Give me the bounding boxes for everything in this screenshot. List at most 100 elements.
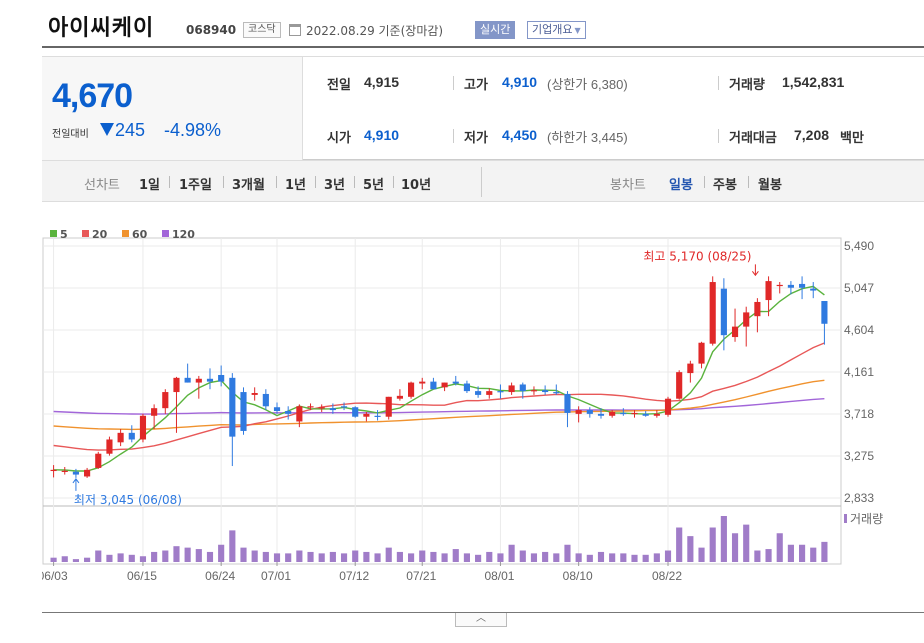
period-separator xyxy=(315,176,316,188)
legend-label: 20 xyxy=(92,228,108,241)
volume-bar xyxy=(720,516,727,562)
x-tick-label: 08/22 xyxy=(652,569,682,583)
y-tick-label: 5,047 xyxy=(844,281,874,295)
header-divider xyxy=(42,46,924,48)
ma60-line xyxy=(53,379,825,431)
price-chart[interactable]: 5,490 5,047 4,604 4,161 3,718 3,275 2,833 06/03… xyxy=(42,202,924,643)
period-divider xyxy=(481,167,482,197)
annotation-high-arrowhead xyxy=(751,271,759,277)
candle-body xyxy=(318,407,325,409)
legend-label: 5 xyxy=(60,228,68,241)
candle-monthly[interactable]: 월봉 xyxy=(758,178,782,193)
candle-weekly[interactable]: 주봉 xyxy=(713,178,737,193)
candle-body xyxy=(363,413,370,417)
volume-bar xyxy=(631,554,638,562)
chevron-down-icon: ▼ xyxy=(574,26,581,35)
period-3y[interactable]: 3년 xyxy=(324,178,346,193)
candle-body xyxy=(50,469,57,472)
annotation-low-arrowhead xyxy=(72,478,80,484)
volume-bar xyxy=(128,554,135,562)
calendar-icon xyxy=(289,24,301,36)
candle-body xyxy=(698,342,705,364)
volume-bar xyxy=(597,551,605,562)
volume-bar xyxy=(329,551,336,562)
volume-bar xyxy=(486,551,493,562)
stock-header: 아이씨케이 068940 코스닥 2022.08.29 기준(장마감) 실시간 … xyxy=(0,0,924,44)
volume-bar xyxy=(564,544,571,562)
volume-bar xyxy=(620,553,627,562)
x-tick-label: 08/10 xyxy=(563,569,593,583)
candle-body xyxy=(195,378,202,383)
legend-label: 60 xyxy=(132,228,148,241)
period-separator xyxy=(276,176,277,188)
price-box: 4,670 전일대비 245 -4.98% xyxy=(42,57,303,160)
candle-body xyxy=(340,406,348,408)
candle-body xyxy=(497,391,504,393)
volume-legend-swatch xyxy=(844,514,847,523)
y-tick-label: 4,604 xyxy=(844,323,874,337)
candle-daily[interactable]: 일봉 xyxy=(669,178,693,193)
candle-body xyxy=(765,281,772,301)
volume-bar xyxy=(61,556,68,562)
change-value: 245 xyxy=(115,120,146,140)
candle-body xyxy=(396,395,403,399)
candle-body xyxy=(251,393,258,395)
candle-body xyxy=(754,301,761,317)
quote-separator xyxy=(453,76,454,90)
candle-body xyxy=(553,392,560,394)
lower-limit: (하한가 3,445) xyxy=(547,130,628,145)
current-price: 4,670 xyxy=(52,77,133,115)
candle-body xyxy=(687,363,694,374)
volume-bar xyxy=(810,547,817,562)
volume-bar xyxy=(776,533,783,562)
y-tick-label: 3,275 xyxy=(844,449,874,463)
volume-bar xyxy=(218,544,225,562)
volume-bar xyxy=(285,553,292,562)
ma20-line xyxy=(53,342,825,451)
volume-bar xyxy=(273,553,281,562)
candle-body xyxy=(586,410,593,414)
candle-body xyxy=(653,413,660,416)
candle-body xyxy=(173,377,180,393)
period-5y[interactable]: 5년 xyxy=(363,178,385,193)
candle-body xyxy=(419,381,426,384)
period-separator xyxy=(393,176,394,188)
candle-body xyxy=(720,288,727,336)
volume-bar xyxy=(586,554,593,562)
volume-bar xyxy=(787,544,794,562)
legend-label: 120 xyxy=(172,228,195,241)
period-1w[interactable]: 1주일 xyxy=(179,178,212,193)
candle-body xyxy=(508,385,515,393)
candle-body xyxy=(486,391,493,395)
period-1y[interactable]: 1년 xyxy=(285,178,307,193)
market-badge: 코스닥 xyxy=(243,22,281,38)
volume-bar xyxy=(363,551,370,562)
volume-bar xyxy=(463,553,471,562)
candle-body xyxy=(519,384,526,392)
legend-swatch xyxy=(50,230,57,237)
volume-bar xyxy=(676,527,683,562)
candle-body xyxy=(240,392,247,431)
candle-body xyxy=(95,453,102,468)
change-percent: -4.98% xyxy=(164,120,222,140)
period-separator xyxy=(748,176,749,188)
volume-bar xyxy=(475,554,482,562)
candle-body xyxy=(798,283,806,288)
upper-limit: (상한가 6,380) xyxy=(547,77,628,92)
stock-name: 아이씨케이 xyxy=(48,16,155,41)
volume-value: 1,542,831 xyxy=(782,74,845,90)
volume-bar xyxy=(553,553,560,562)
period-1d[interactable]: 1일 xyxy=(139,178,161,193)
volume-bar xyxy=(542,551,549,562)
company-overview-button[interactable]: 기업개요 ▼ xyxy=(527,21,586,39)
realtime-button[interactable]: 실시간 xyxy=(475,21,516,39)
period-10y[interactable]: 10년 xyxy=(401,178,432,193)
collapse-button[interactable]: ︿ xyxy=(455,613,507,627)
candle-body xyxy=(162,392,169,409)
period-3m[interactable]: 3개월 xyxy=(232,178,265,193)
annotation-low: 최저 3,045 (06/08) xyxy=(74,493,182,507)
volume-bar xyxy=(340,553,348,562)
volume-bar xyxy=(184,547,191,562)
quote-separator xyxy=(453,129,454,143)
volume-bar xyxy=(743,524,750,562)
